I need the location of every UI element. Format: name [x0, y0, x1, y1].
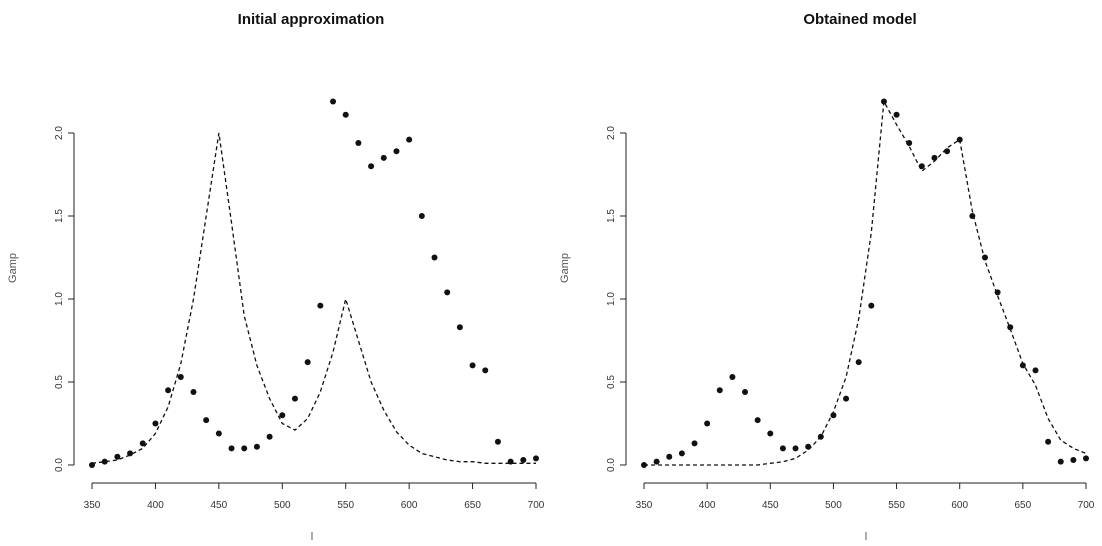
panel2-x-tick-label-450: 450: [762, 500, 779, 511]
panel1-x-axis-label: l: [311, 531, 313, 543]
panel2-data-point-700: [1083, 455, 1089, 462]
panel2-data-point-380: [678, 450, 685, 457]
panel2-y-tick-label-1: 0.5: [606, 375, 617, 389]
panel1-data-point-480: [253, 443, 260, 450]
panel1-data-point-410: [165, 387, 172, 394]
panel1-data-point-560: [355, 139, 362, 146]
panel2-data-point-670: [1045, 438, 1052, 445]
panel1-data-point-700: [533, 455, 539, 462]
panel1-data-point-670: [494, 438, 501, 445]
panel1-y-tick-label-0: 0.0: [54, 458, 65, 472]
panel1-data-point-550: [342, 111, 349, 118]
panel2-data-point-450: [767, 430, 774, 437]
panel1-data-point-610: [418, 213, 425, 219]
panel2-data-point-580: [931, 154, 938, 161]
panel1-data-point-620: [431, 254, 438, 261]
panel2-y-tick-label-0: 0.0: [606, 458, 617, 472]
panel2-data-point-360: [653, 458, 660, 465]
panel1-data-point-630: [444, 289, 451, 296]
panel1-data-point-500: [279, 412, 286, 419]
panel1-data-point-580: [380, 154, 387, 161]
panel1-data-point-390: [139, 440, 146, 447]
panel2-data-point-430: [742, 388, 749, 395]
panel1-y-tick-label-4: 2.0: [54, 126, 65, 140]
panel2-y-tick-label-2: 1.0: [606, 292, 617, 306]
panel2-data-point-510: [843, 395, 850, 402]
panel2-data-point-590: [944, 148, 951, 155]
panel1-data-point-690: [520, 457, 527, 464]
panel2-x-tick-label-600: 600: [951, 500, 968, 511]
panel1-data-point-380: [127, 450, 134, 457]
panel1-data-point-460: [228, 445, 235, 452]
panel2-x-tick-label-550: 550: [888, 500, 905, 511]
panel2-data-point-690: [1070, 457, 1077, 464]
panel1-data-point-400: [152, 420, 159, 427]
panel2-model-curve: [644, 99, 1087, 466]
panel2-x-tick-label-350: 350: [636, 500, 653, 511]
panel1-title: Initial approximation: [238, 11, 385, 28]
panel2-y-axis-label: Gamp: [559, 253, 571, 283]
panel1-x-tick-label-450: 450: [211, 500, 228, 511]
panel2-x-tick-label-400: 400: [699, 500, 716, 511]
panel1-y-axis-label: Gamp: [7, 253, 19, 283]
panel2-data-point-400: [704, 420, 711, 427]
panel1-x-tick-label-650: 650: [464, 500, 481, 511]
panel2-data-point-370: [666, 453, 673, 460]
panel1-data-point-650: [469, 362, 476, 369]
panel1-y-tick-label-3: 1.5: [54, 209, 65, 223]
panel2-y-tick-label-4: 2.0: [606, 126, 617, 140]
panel1-data-point-420: [177, 374, 184, 381]
panel2-data-point-540: [880, 98, 887, 105]
panel2-data-point-520: [855, 359, 862, 366]
panel1-data-point-530: [317, 302, 324, 309]
panel2-x-tick-label-700: 700: [1078, 500, 1095, 511]
panel2-data-point-530: [868, 302, 875, 309]
panel1-x-tick-label-600: 600: [401, 500, 418, 511]
panel2-data-point-410: [716, 387, 723, 394]
panel1-data-point-450: [215, 430, 222, 437]
panel2-data-point-470: [792, 445, 799, 452]
panel2-data-point-660: [1032, 367, 1039, 374]
panel2-data-point-550: [893, 111, 900, 118]
panel2-x-tick-label-650: 650: [1015, 500, 1032, 511]
panel1-x-tick-label-700: 700: [528, 500, 545, 511]
panel1-data-point-430: [190, 388, 197, 395]
panel1-data-point-590: [393, 148, 400, 155]
panel1-data-point-370: [114, 453, 121, 460]
panel2-x-axis-label: l: [865, 531, 867, 543]
panel2-y-tick-label-3: 1.5: [606, 209, 617, 223]
panel1-data-point-510: [291, 395, 298, 402]
panel2-title: Obtained model: [803, 11, 916, 28]
panel1-data-point-600: [406, 136, 413, 143]
panel1-data-point-440: [203, 417, 210, 424]
panel2-data-point-390: [691, 440, 698, 447]
panel1-x-tick-label-400: 400: [147, 500, 164, 511]
panel1-data-point-540: [330, 98, 337, 105]
panel2-data-point-440: [754, 417, 761, 424]
panel2-x-tick-label-500: 500: [825, 500, 842, 511]
panel1-x-tick-label-350: 350: [84, 500, 101, 511]
panel1-data-point-640: [456, 324, 463, 331]
panel2-data-point-620: [981, 254, 988, 261]
panel1-data-point-520: [304, 359, 311, 366]
panel1-data-point-470: [241, 445, 248, 452]
panel1-model-curve: [91, 132, 536, 464]
panel2-data-point-680: [1057, 458, 1064, 465]
panel1-x-tick-label-550: 550: [337, 500, 354, 511]
panel1-data-point-360: [101, 458, 108, 465]
panel2-data-point-560: [906, 139, 913, 146]
panel1-y-tick-label-2: 1.0: [54, 292, 65, 306]
panel1-y-tick-label-1: 0.5: [54, 375, 65, 389]
panel2-data-point-650: [1019, 362, 1026, 369]
panel2-data-point-460: [779, 445, 786, 452]
panel2-data-point-420: [729, 374, 736, 381]
panel1-data-point-490: [266, 433, 273, 440]
panel1-data-point-570: [368, 163, 375, 170]
panel1-data-point-660: [482, 367, 489, 374]
panel1-x-tick-label-500: 500: [274, 500, 291, 511]
